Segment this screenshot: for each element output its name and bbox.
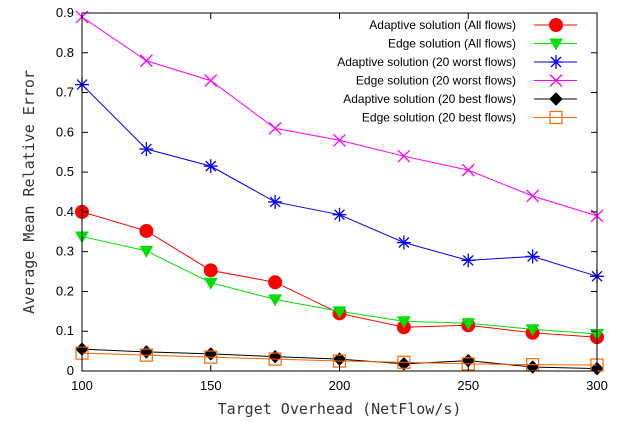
data-point xyxy=(204,350,218,364)
series-line xyxy=(81,352,598,366)
y-axis-label: Average Mean Relative Error xyxy=(20,70,38,314)
data-point xyxy=(203,159,218,174)
data-point xyxy=(268,275,283,290)
data-point xyxy=(139,142,154,157)
legend-label: Adaptive solution (20 best flows) xyxy=(343,92,516,106)
y-tick-label: 0.7 xyxy=(56,85,74,100)
data-point xyxy=(204,347,218,361)
data-point xyxy=(203,263,218,278)
y-tick-label: 0.3 xyxy=(56,244,74,259)
y-tick-label: 0.2 xyxy=(56,283,74,298)
data-point xyxy=(397,355,411,369)
series-layer xyxy=(75,10,604,376)
legend: Adaptive solution (All flows) Edge soluti… xyxy=(337,18,577,125)
legend-marker xyxy=(549,38,563,51)
data-point xyxy=(139,223,154,238)
data-point xyxy=(397,316,411,329)
ticks-layer: 0 0.1 0.2 0.3 0.4 0.5 0.6 0.7 0.8 0.9 100 150 200 250… xyxy=(56,5,608,393)
legend-item: Edge solution (20 worst flows) xyxy=(356,74,577,88)
legend-label: Edge solution (20 best flows) xyxy=(362,111,516,125)
data-point xyxy=(525,249,540,264)
data-point xyxy=(397,149,411,163)
y-tick-label: 0.9 xyxy=(56,5,74,20)
legend-item: Adaptive solution (All flows) xyxy=(369,18,577,32)
legend-marker xyxy=(549,18,563,32)
x-tick-label: 150 xyxy=(200,378,222,393)
series-line xyxy=(81,84,598,277)
y-tick-label: 0.8 xyxy=(56,45,74,60)
data-point xyxy=(332,306,347,319)
data-point xyxy=(139,348,153,362)
legend-label: Adaptive solution (20 worst flows) xyxy=(337,55,516,69)
series-1 xyxy=(75,231,604,342)
data-point xyxy=(268,294,282,307)
y-tick-label: 0.1 xyxy=(56,323,74,338)
data-point xyxy=(461,253,476,268)
legend-label: Adaptive solution (All flows) xyxy=(369,18,516,32)
series-line xyxy=(81,16,598,217)
data-point xyxy=(333,133,346,147)
series-0 xyxy=(75,204,604,345)
y-tick-label: 0.5 xyxy=(56,164,74,179)
series-2 xyxy=(75,77,604,284)
y-tick-label: 0.4 xyxy=(56,204,74,219)
data-point xyxy=(461,163,475,177)
data-point xyxy=(203,277,218,290)
legend-label: Edge solution (All flows) xyxy=(388,37,516,51)
x-tick-label: 300 xyxy=(586,378,608,393)
y-tick-label: 0 xyxy=(67,363,74,378)
data-point xyxy=(525,324,540,337)
legend-label: Edge solution (20 worst flows) xyxy=(356,74,516,88)
data-point xyxy=(396,235,411,250)
legend-item: Edge solution (All flows) xyxy=(388,37,577,51)
legend-marker xyxy=(549,74,563,87)
legend-marker xyxy=(549,92,563,106)
x-axis-label: Target Overhead (NetFlow/s) xyxy=(218,400,462,418)
legend-item: Adaptive solution (20 worst flows) xyxy=(337,55,577,69)
x-tick-label: 250 xyxy=(457,378,479,393)
legend-item: Edge solution (20 best flows) xyxy=(362,111,577,125)
series-3 xyxy=(75,10,604,223)
data-point xyxy=(139,54,153,68)
data-point xyxy=(268,349,282,364)
data-point xyxy=(526,189,540,203)
legend-marker xyxy=(549,55,563,69)
data-point xyxy=(268,352,282,366)
data-point xyxy=(139,345,154,359)
data-point xyxy=(268,194,283,209)
data-point xyxy=(204,74,218,88)
data-point xyxy=(461,318,476,331)
x-tick-label: 200 xyxy=(329,378,351,393)
series-4 xyxy=(75,342,604,376)
data-point xyxy=(268,121,282,135)
data-point xyxy=(332,207,347,222)
x-tick-label: 100 xyxy=(71,378,93,393)
legend-marker xyxy=(549,110,563,125)
y-tick-label: 0.6 xyxy=(56,124,74,139)
legend-item: Adaptive solution (20 best flows) xyxy=(343,92,577,106)
data-point xyxy=(139,245,154,258)
data-point xyxy=(461,353,475,368)
